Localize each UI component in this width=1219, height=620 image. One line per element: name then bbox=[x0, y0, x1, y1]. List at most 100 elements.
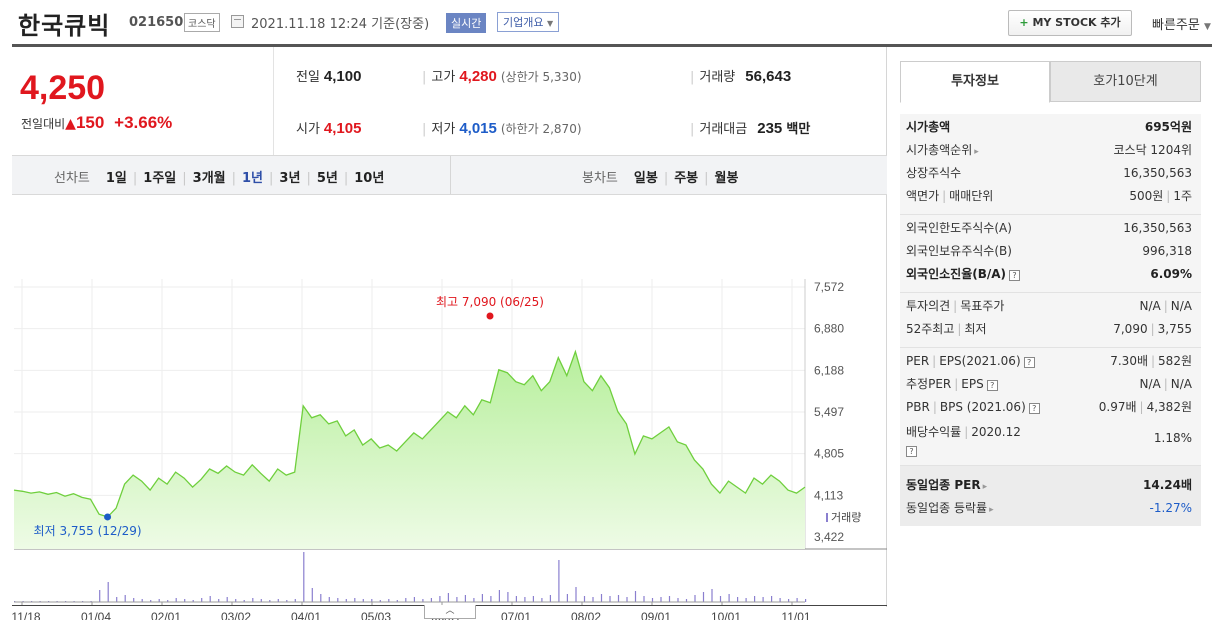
investment-info-panel: 투자정보 호가10단계 시가총액 695억원 시가총액순위 ▸ 코스닥 1204위 상… bbox=[900, 61, 1201, 561]
help-icon[interactable]: ? bbox=[906, 446, 917, 457]
volume-bar bbox=[668, 596, 671, 602]
header-divider bbox=[12, 44, 1212, 47]
y-tick-label: 4,805 bbox=[814, 447, 844, 461]
period-line-5[interactable]: 5년 bbox=[316, 171, 338, 186]
company-overview-dropdown[interactable]: 기업개요 ▼ bbox=[497, 12, 560, 32]
period-line-4[interactable]: 3년 bbox=[279, 171, 301, 186]
info-section-foreign: 외국인한도주식수(A) 16,350,563 외국인보유주식수(B) 996,318… bbox=[900, 215, 1201, 293]
industry-per-row[interactable]: 동일업종 PER ▸ 14.24배 bbox=[906, 478, 1192, 492]
volume-bar bbox=[439, 596, 441, 602]
tab-investment-info[interactable]: 투자정보 bbox=[900, 61, 1050, 103]
period-selector: 선차트 1일 | 1주일 | 3개월 | 1년 | 3년 | 5년 | 10년 봉차트 일봉 | 주봉 | 월봉 bbox=[12, 155, 887, 195]
volume-bar bbox=[609, 596, 611, 602]
help-icon[interactable]: ? bbox=[986, 380, 998, 391]
opinion-row: 투자의견 | 목표주가 N/A | N/A bbox=[906, 299, 1192, 313]
y-tick-label: 6,188 bbox=[814, 363, 844, 377]
collapse-chart-button[interactable]: ︿ bbox=[424, 605, 476, 619]
stock-code: 021650 bbox=[129, 15, 184, 30]
foreign-limit-row: 외국인한도주식수(A) 16,350,563 bbox=[906, 221, 1192, 235]
period-candle-2[interactable]: 월봉 bbox=[714, 171, 739, 186]
per-eps-row: PER | EPS(2021.06)? 7.30배 | 582원 bbox=[906, 354, 1192, 368]
period-line-6[interactable]: 10년 bbox=[354, 171, 385, 186]
high-marker bbox=[486, 312, 494, 320]
plus-icon: + bbox=[1019, 16, 1029, 29]
period-line-1[interactable]: 1주일 bbox=[143, 171, 177, 186]
volume-bar bbox=[218, 599, 220, 602]
y-tick-label: 6,880 bbox=[814, 322, 844, 336]
period-candle-1[interactable]: 주봉 bbox=[674, 171, 699, 186]
chevron-right-icon: ▸ bbox=[974, 147, 979, 157]
industry-rate-row[interactable]: 동일업종 등락률 ▸ -1.27% bbox=[906, 501, 1192, 515]
help-icon[interactable]: ? bbox=[1009, 270, 1021, 281]
volume-bar bbox=[515, 596, 517, 602]
volume-bar bbox=[192, 600, 194, 602]
volume-bar bbox=[583, 596, 586, 602]
period-line-3[interactable]: 1년 bbox=[242, 171, 264, 186]
volume-bar bbox=[277, 599, 279, 602]
help-icon[interactable]: ? bbox=[1023, 357, 1035, 368]
volume-bar bbox=[294, 599, 296, 602]
current-price-box: 4,250 전일대비▲150 +3.66% bbox=[12, 47, 274, 155]
pbr-bps-row: PBR | BPS (2021.06)? 0.97배 | 4,382원 bbox=[906, 400, 1192, 414]
volume-bar bbox=[269, 600, 271, 602]
quote-datetime: 2021.11.18 12:24 기준(장중) bbox=[251, 17, 430, 32]
info-tabs: 투자정보 호가10단계 bbox=[900, 61, 1201, 103]
tab-orderbook-10[interactable]: 호가10단계 bbox=[1050, 61, 1201, 102]
quick-order-dropdown[interactable]: 빠른주문 ▼ bbox=[1152, 18, 1211, 33]
price-chart[interactable]: 7,572 6,880 6,188 5,497 4,805 4,113 3,422 최고 7,… bbox=[11, 227, 887, 620]
volume-bar bbox=[549, 595, 551, 602]
volume-bar bbox=[422, 599, 424, 602]
volume-bar bbox=[626, 597, 628, 602]
x-tick-label: 01/04 bbox=[80, 610, 112, 620]
est-per-row: 추정PER | EPS? N/A | N/A bbox=[906, 377, 1192, 391]
period-candle-0[interactable]: 일봉 bbox=[633, 171, 658, 186]
info-section-industry: 동일업종 PER ▸ 14.24배 동일업종 등락률 ▸ -1.27% bbox=[900, 466, 1201, 526]
period-line-0[interactable]: 1일 bbox=[105, 171, 127, 186]
candle-chart-periods: 봉차트 일봉 | 주봉 | 월봉 bbox=[582, 171, 739, 186]
volume-bar bbox=[490, 596, 492, 602]
y-tick-label: 4,113 bbox=[814, 488, 843, 502]
volume-bar bbox=[345, 599, 347, 602]
volume-bar bbox=[201, 598, 203, 602]
volume-bar bbox=[532, 596, 534, 602]
period-line-2[interactable]: 3개월 bbox=[192, 171, 226, 186]
x-tick-label: 02/01 bbox=[150, 610, 182, 620]
current-price: 4,250 bbox=[20, 69, 106, 107]
company-name: 한국큐빅 bbox=[18, 12, 111, 40]
main-panel: 4,250 전일대비▲150 +3.66% 전일 4,100 | 고가 4,280 (상… bbox=[11, 47, 887, 620]
period-separator: | bbox=[306, 171, 311, 186]
foreign-hold-row: 외국인보유주식수(B) 996,318 bbox=[906, 244, 1192, 258]
y-tick-label: 5,497 bbox=[814, 405, 844, 419]
volume-bar bbox=[226, 597, 228, 602]
realtime-button[interactable]: 실시간 bbox=[446, 13, 487, 33]
volume-bar bbox=[762, 597, 764, 602]
volume-bar bbox=[592, 597, 594, 602]
listed-shares-row: 상장주식수 16,350,563 bbox=[906, 166, 1192, 180]
market-badge: 코스닥 bbox=[184, 13, 220, 32]
help-icon[interactable]: ? bbox=[1028, 403, 1040, 414]
volume-bar bbox=[235, 599, 237, 602]
volume-bar bbox=[337, 598, 339, 602]
volume-bar bbox=[617, 595, 620, 602]
foreign-ratio-row: 외국인소진율(B/A)? 6.09% bbox=[906, 267, 1192, 281]
volume-bar bbox=[456, 597, 458, 602]
price-change: 전일대비▲150 +3.66% bbox=[21, 113, 173, 132]
volume-bar bbox=[107, 582, 109, 602]
volume-bar bbox=[354, 598, 356, 602]
volume-bar bbox=[541, 598, 543, 602]
x-tick-label: 07/01 bbox=[500, 610, 532, 620]
calendar-icon bbox=[231, 15, 244, 28]
volume-bar bbox=[634, 591, 637, 602]
volume-bar bbox=[754, 596, 756, 602]
x-tick-label: 11/18 bbox=[11, 610, 41, 620]
volume-bar bbox=[371, 599, 373, 602]
x-tick-label: 11/01 bbox=[781, 610, 811, 620]
volume-bar bbox=[286, 600, 288, 602]
volume-bar bbox=[133, 598, 135, 602]
add-mystock-button[interactable]: + MY STOCK 추가 bbox=[1008, 10, 1132, 36]
volume-bar bbox=[643, 596, 645, 602]
x-tick-label: 10/01 bbox=[710, 610, 742, 620]
volume-bar bbox=[771, 596, 773, 602]
market-cap-rank-row[interactable]: 시가총액순위 ▸ 코스닥 1204위 bbox=[906, 143, 1192, 157]
volume-bar bbox=[379, 600, 381, 602]
